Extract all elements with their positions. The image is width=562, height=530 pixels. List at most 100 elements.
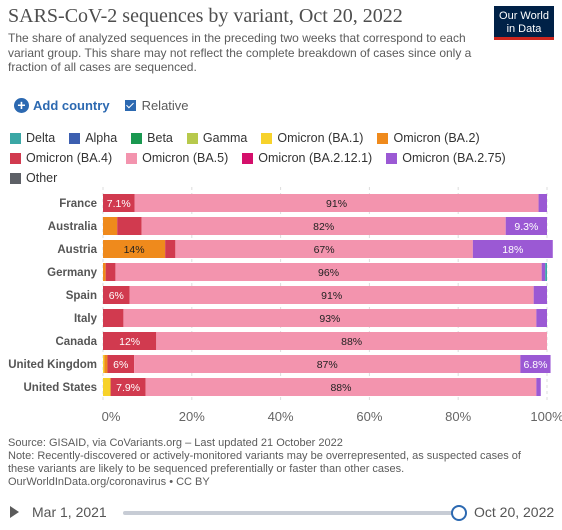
bar-segment [103,378,111,396]
legend-swatch [186,132,198,144]
data-label: 6% [113,359,128,371]
source-notes: Source: GISAID, via CoVariants.org – Las… [8,437,528,489]
country-label: Germany [47,267,97,279]
legend-item[interactable]: Other [10,168,57,188]
legend-label: Beta [147,131,173,145]
legend-item[interactable]: Delta [10,128,55,148]
bar-segment [536,378,541,396]
plus-icon: + [14,97,29,113]
legend-swatch [242,152,254,164]
data-label: 67% [314,244,335,256]
bar-segment [505,217,547,235]
country-label: United States [24,382,98,394]
bar-segment [103,194,135,212]
legend-item[interactable]: Omicron (BA.2) [377,128,480,148]
legend-item[interactable]: Omicron (BA.1) [261,128,363,148]
bar-segment [103,286,130,304]
legend-swatch [10,152,21,164]
chart-controls: + Add country Relative [14,96,189,114]
data-label: 12% [119,336,140,348]
bar-segment [103,309,124,327]
bar-segment [156,332,547,350]
legend-swatch [126,152,138,164]
legend-label: Omicron (BA.5) [142,151,229,165]
legend-label: Gamma [202,131,248,145]
bar-segment [134,355,521,373]
bar-segment [541,263,546,281]
country-label: Canada [55,336,97,348]
relative-checkbox[interactable] [124,99,136,111]
country-label: Austria [57,244,97,256]
bar-segment [165,240,176,258]
play-icon[interactable] [10,506,19,518]
source-line: Source: GISAID, via CoVariants.org – Las… [8,437,343,449]
bar-segment [472,240,553,258]
legend-swatch [261,132,273,144]
bar-segment [107,355,135,373]
data-label: 6.8% [523,359,547,371]
country-label: Spain [66,290,97,302]
legend-item[interactable]: Beta [131,128,173,148]
data-label: 18% [502,244,523,256]
x-tick-label: 100% [530,409,562,424]
legend-swatch [10,172,21,184]
bar-segment [134,194,539,212]
legend-label: Alpha [85,131,118,145]
bar-segment [545,263,547,281]
data-label: 7.9% [116,382,140,394]
x-tick-label: 20% [179,409,205,424]
legend-item[interactable]: Omicron (BA.4) [10,148,112,168]
legend-item[interactable]: Alpha [69,128,117,148]
bar-segment [141,217,506,235]
legend-swatch [10,132,21,144]
logo-accent-bar [494,37,554,40]
data-label: 7.1% [107,198,131,210]
legend-item[interactable]: Omicron (BA.2.75) [386,148,506,168]
timeline-track[interactable] [123,511,459,515]
legend-item[interactable]: Omicron (BA.2.12.1) [242,148,372,168]
data-label: 6% [109,290,124,302]
bar-segment [536,309,547,327]
relative-label: Relative [141,97,189,113]
timeline-handle[interactable] [451,505,467,521]
bar-segment [103,263,106,281]
bar-segment [103,240,166,258]
data-label: 96% [318,267,339,279]
legend-swatch [377,132,389,144]
legend-item[interactable]: Omicron (BA.5) [126,148,228,168]
timeline-end-date[interactable]: Oct 20, 2022 [474,504,555,520]
chart-subtitle: The share of analyzed sequences in the p… [8,31,472,74]
data-label: 93% [319,313,340,325]
legend-label: Other [26,171,58,185]
country-label: United Kingdom [8,359,97,371]
chart-title: SARS-CoV-2 sequences by variant, Oct 20,… [8,5,403,27]
country-label: Australia [48,221,98,233]
legend-label: Delta [26,131,56,145]
bar-segment [538,194,547,212]
legend-label: Omicron (BA.2.12.1) [258,151,373,165]
bar-segment [105,263,116,281]
legend: Delta Alpha Beta Gamma Omicron (BA.1) Omicron… [10,128,555,188]
owid-logo[interactable]: Our World in Data [494,6,554,40]
logo-line-1: Our World [499,10,549,22]
legend-label: Omicron (BA.2.75) [402,151,506,165]
data-label: 9.3% [514,221,538,233]
logo-line-2: in Data [506,23,542,35]
note-line: Note: Recently-discovered or actively-mo… [8,450,521,475]
add-country-button[interactable]: + Add country [14,97,110,113]
country-label: France [59,198,97,210]
bar-segment [103,217,118,235]
bar-segment [104,355,108,373]
timeline-start-date[interactable]: Mar 1, 2021 [32,504,107,520]
legend-label: Omicron (BA.1) [277,131,364,145]
x-tick-label: 80% [445,409,471,424]
data-label: 88% [330,382,351,394]
bar-segment [175,240,473,258]
bar-segment [520,355,551,373]
data-label: 87% [317,359,338,371]
license-line: OurWorldInData.org/coronavirus • CC BY [8,476,210,488]
legend-swatch [386,152,398,164]
data-label: 14% [124,244,145,256]
legend-item[interactable]: Gamma [186,128,248,148]
relative-toggle[interactable]: Relative [124,97,189,113]
